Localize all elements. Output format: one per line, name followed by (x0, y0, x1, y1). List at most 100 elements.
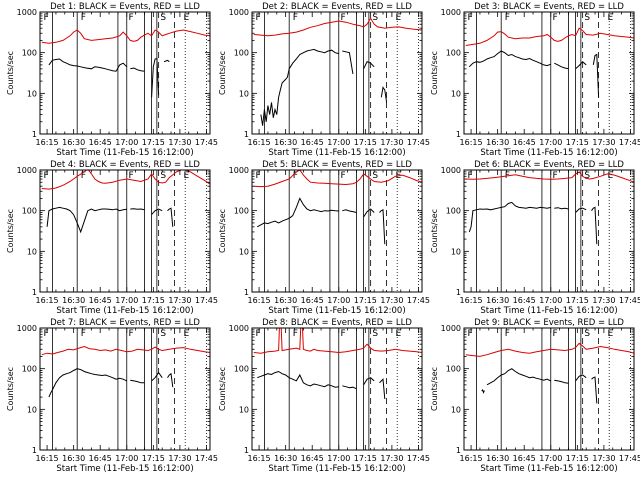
marker-label: E (183, 13, 189, 23)
marker-label: F (256, 329, 261, 339)
x-tick-label: 16:45 (89, 138, 112, 147)
events-series-line (554, 207, 569, 210)
x-tick-label: 16:45 (89, 296, 112, 305)
marker-label: S (584, 13, 590, 23)
marker-label: F (341, 329, 346, 339)
marker-label: F (81, 13, 86, 23)
events-series-line (363, 208, 375, 218)
y-tick-label: 1000 (17, 8, 37, 17)
x-axis-label: Start Time (11-Feb-15 16:12:00) (56, 306, 193, 316)
y-axis-label: Counts/sec (218, 209, 227, 253)
marker-label: F (129, 171, 134, 181)
x-tick-label: 16:15 (248, 138, 271, 147)
y-tick-label: 10 (27, 405, 37, 414)
events-series-line (486, 368, 552, 386)
panel-title: Det 9: BLACK = Events, RED = LLD (474, 318, 624, 328)
events-series-line (591, 206, 598, 245)
events-series-line (130, 379, 145, 384)
events-series-line (260, 48, 339, 126)
plot-frame (39, 169, 211, 293)
events-series-line (342, 385, 357, 390)
events-series-line (468, 201, 551, 233)
marker-label: E (395, 329, 401, 339)
events-series-line (130, 67, 145, 72)
marker-label: F (44, 329, 49, 339)
y-tick-label: 100 (234, 207, 249, 216)
events-series-line (167, 207, 174, 227)
events-series-line (468, 50, 551, 68)
marker-label: F (553, 13, 558, 23)
x-tick-label: 17:45 (619, 296, 640, 305)
y-tick-label: 10 (239, 89, 249, 98)
y-tick-label: 1000 (17, 324, 37, 333)
x-axis-label: Start Time (11-Feb-15 16:12:00) (268, 306, 405, 316)
y-tick-label: 1 (456, 288, 461, 297)
x-tick-label: 16:15 (36, 454, 59, 463)
x-axis-label: Start Time (11-Feb-15 16:12:00) (268, 148, 405, 158)
marker-label: F (553, 329, 558, 339)
y-tick-label: 100 (22, 207, 37, 216)
y-tick-label: 1000 (441, 166, 461, 175)
x-tick-label: 16:15 (460, 454, 483, 463)
marker-label: F (256, 171, 261, 181)
x-tick-label: 17:15 (142, 454, 165, 463)
lld-series-line (41, 170, 210, 190)
x-tick-label: 17:15 (566, 454, 589, 463)
marker-label: S (372, 13, 378, 23)
x-axis-label: Start Time (11-Feb-15 16:12:00) (56, 464, 193, 474)
events-series-line (481, 388, 485, 394)
y-tick-label: 1 (244, 288, 249, 297)
marker-label: F (468, 329, 473, 339)
events-series-line (379, 378, 386, 400)
marker-label: F (341, 171, 346, 181)
x-tick-label: 17:45 (407, 296, 430, 305)
x-tick-label: 16:30 (62, 138, 85, 147)
x-tick-label: 17:45 (619, 454, 640, 463)
x-tick-label: 16:15 (248, 296, 271, 305)
y-tick-label: 1000 (229, 324, 249, 333)
events-series-line (167, 372, 174, 388)
panel-title: Det 5: BLACK = Events, RED = LLD (262, 160, 412, 170)
x-tick-label: 17:30 (380, 296, 403, 305)
x-tick-label: 16:45 (301, 454, 324, 463)
plot-frame (39, 327, 211, 451)
y-tick-label: 1 (32, 446, 37, 455)
marker-label: F (468, 13, 473, 23)
events-series-line (575, 207, 587, 213)
y-tick-label: 10 (239, 247, 249, 256)
events-series-line (554, 62, 569, 70)
plot-frame (463, 169, 635, 293)
x-tick-label: 17:00 (327, 138, 350, 147)
y-axis-label: Counts/sec (430, 209, 439, 253)
lld-series-line (41, 345, 210, 356)
x-tick-label: 17:45 (195, 296, 218, 305)
x-tick-label: 17:30 (380, 454, 403, 463)
y-tick-label: 100 (22, 49, 37, 58)
y-tick-label: 100 (446, 207, 461, 216)
x-axis-label: Start Time (11-Feb-15 16:12:00) (480, 464, 617, 474)
lld-series-line (253, 170, 422, 188)
lld-series-line (253, 17, 422, 37)
x-tick-label: 16:30 (62, 454, 85, 463)
x-tick-label: 17:15 (142, 138, 165, 147)
marker-label: F (553, 171, 558, 181)
x-tick-label: 17:00 (539, 296, 562, 305)
x-axis-label: Start Time (11-Feb-15 16:12:00) (56, 148, 193, 158)
plot-frame (39, 11, 211, 135)
marker-label: E (183, 329, 189, 339)
panel-title: Det 7: BLACK = Events, RED = LLD (50, 318, 200, 328)
marker-label: F (129, 13, 134, 23)
x-tick-label: 17:30 (380, 138, 403, 147)
x-tick-label: 16:45 (301, 296, 324, 305)
y-tick-label: 10 (27, 89, 37, 98)
x-tick-label: 17:30 (592, 454, 615, 463)
events-series-line (342, 209, 357, 213)
marker-label: F (256, 13, 261, 23)
x-tick-label: 17:00 (115, 138, 138, 147)
marker-label: E (607, 171, 613, 181)
x-tick-label: 17:15 (354, 296, 377, 305)
